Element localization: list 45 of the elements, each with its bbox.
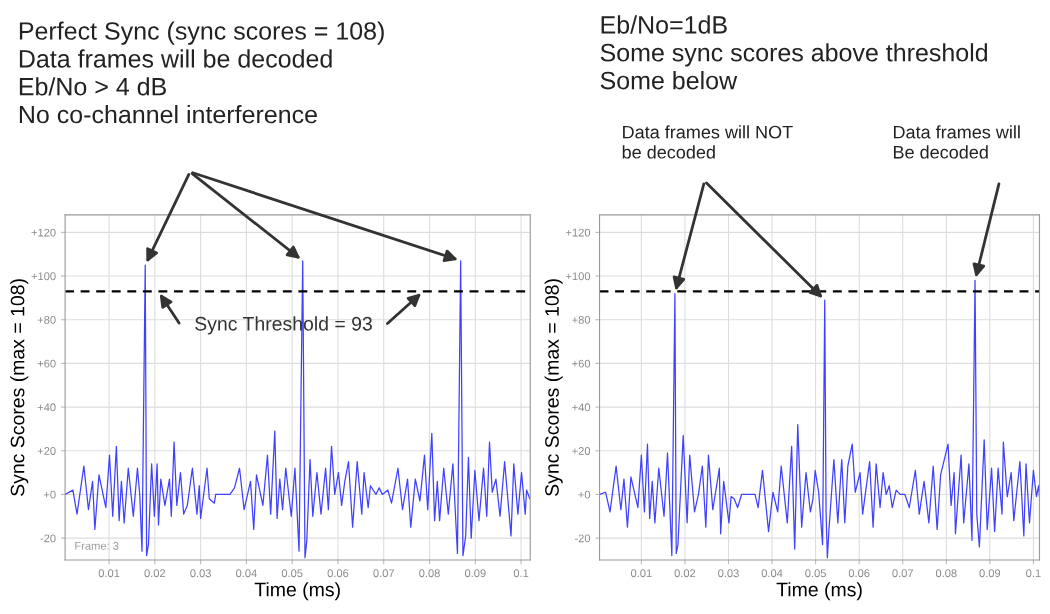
x-axis-title: Time (ms): [776, 582, 862, 601]
x-tick-label: 0.01: [98, 569, 120, 578]
x-tick-label: 0.02: [144, 569, 166, 578]
x-tick-label: 0.08: [935, 569, 957, 578]
annotation: Frame: 3: [75, 541, 119, 550]
chart-title: Eb/No=1dB Some sync scores above threshold Some below: [600, 15, 988, 90]
x-tick-label: 0.04: [761, 569, 783, 578]
x-tick-label: 0.05: [805, 569, 826, 578]
y-tick-label: -20: [574, 534, 591, 543]
y-tick-label: -20: [40, 534, 56, 543]
y-tick-label: +20: [572, 447, 591, 455]
y-tick-label: +60: [572, 359, 591, 368]
y-tick-label: +80: [37, 316, 56, 324]
x-tick-label: 0.03: [718, 569, 739, 578]
y-tick-label: +0: [578, 490, 591, 499]
y-axis-title: Sync Scores (max = 108): [544, 279, 563, 496]
x-tick-label: 0.03: [190, 569, 211, 578]
x-tick-label: 0.05: [281, 569, 303, 578]
x-tick-label: 0.09: [464, 569, 486, 578]
x-tick-label: 0.01: [630, 569, 652, 578]
x-tick-label: 0.06: [327, 569, 349, 578]
x-tick-label: 0.1: [1026, 569, 1041, 578]
x-tick-label: 0.07: [373, 569, 394, 578]
y-tick-label: +100: [31, 272, 56, 281]
y-tick-label: +120: [566, 228, 591, 237]
y-tick-label: +120: [31, 228, 56, 237]
x-axis-title: Time (ms): [254, 582, 340, 601]
text: Perfect Sync (sync scores = 108) Data frames will be decoded Eb/No > 4 dB No co-channel interference: [19, 21, 384, 124]
y-tick-label: +40: [572, 403, 591, 412]
y-tick-label: +20: [37, 447, 56, 455]
x-tick-label: 0.09: [979, 569, 1001, 578]
y-tick-label: +100: [566, 272, 591, 281]
x-tick-label: 0.07: [892, 569, 913, 578]
y-tick-label: +60: [37, 359, 56, 368]
x-tick-label: 0.04: [236, 569, 257, 578]
text: Data frames will Be decoded: [893, 125, 1020, 159]
x-tick-label: 0.1: [513, 569, 529, 578]
y-tick-label: +40: [37, 403, 56, 412]
y-axis-title: Sync Scores (max = 108): [10, 279, 29, 496]
x-tick-label: 0.08: [419, 569, 440, 578]
text: Data frames will NOT be decoded: [622, 125, 793, 159]
x-tick-label: 0.02: [674, 569, 696, 578]
x-tick-label: 0.06: [848, 569, 870, 578]
y-tick-label: +0: [43, 490, 56, 499]
y-tick-label: +80: [572, 316, 591, 324]
